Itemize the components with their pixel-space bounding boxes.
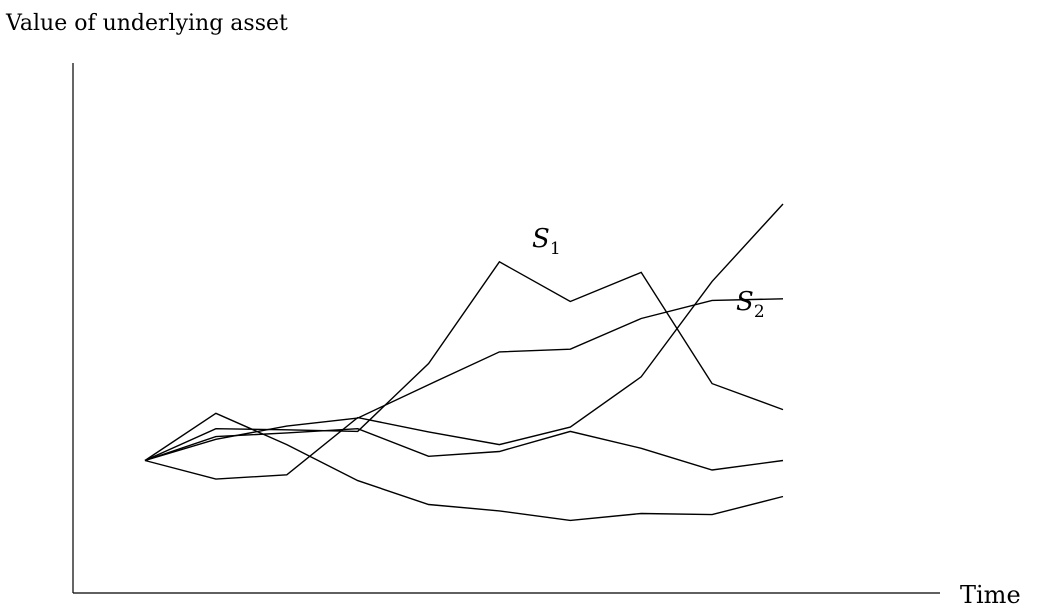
series-label-s2: S2: [736, 287, 765, 322]
x-axis-label: Time: [960, 581, 1021, 608]
asset-path-4: [144, 412, 784, 522]
series-label-subscript: 2: [754, 302, 765, 322]
series-label-subscript: 1: [550, 239, 561, 259]
series-label-s1: S1: [532, 224, 561, 259]
asset-path-2: [144, 298, 784, 462]
series-label-main: S: [736, 287, 754, 317]
asset-paths: [144, 203, 784, 522]
asset-path-3: [144, 203, 784, 480]
y-axis-label: Value of underlying asset: [5, 11, 288, 36]
asset-path-5: [144, 427, 784, 471]
asset-path-1: [144, 260, 784, 462]
series-label-main: S: [532, 224, 550, 254]
